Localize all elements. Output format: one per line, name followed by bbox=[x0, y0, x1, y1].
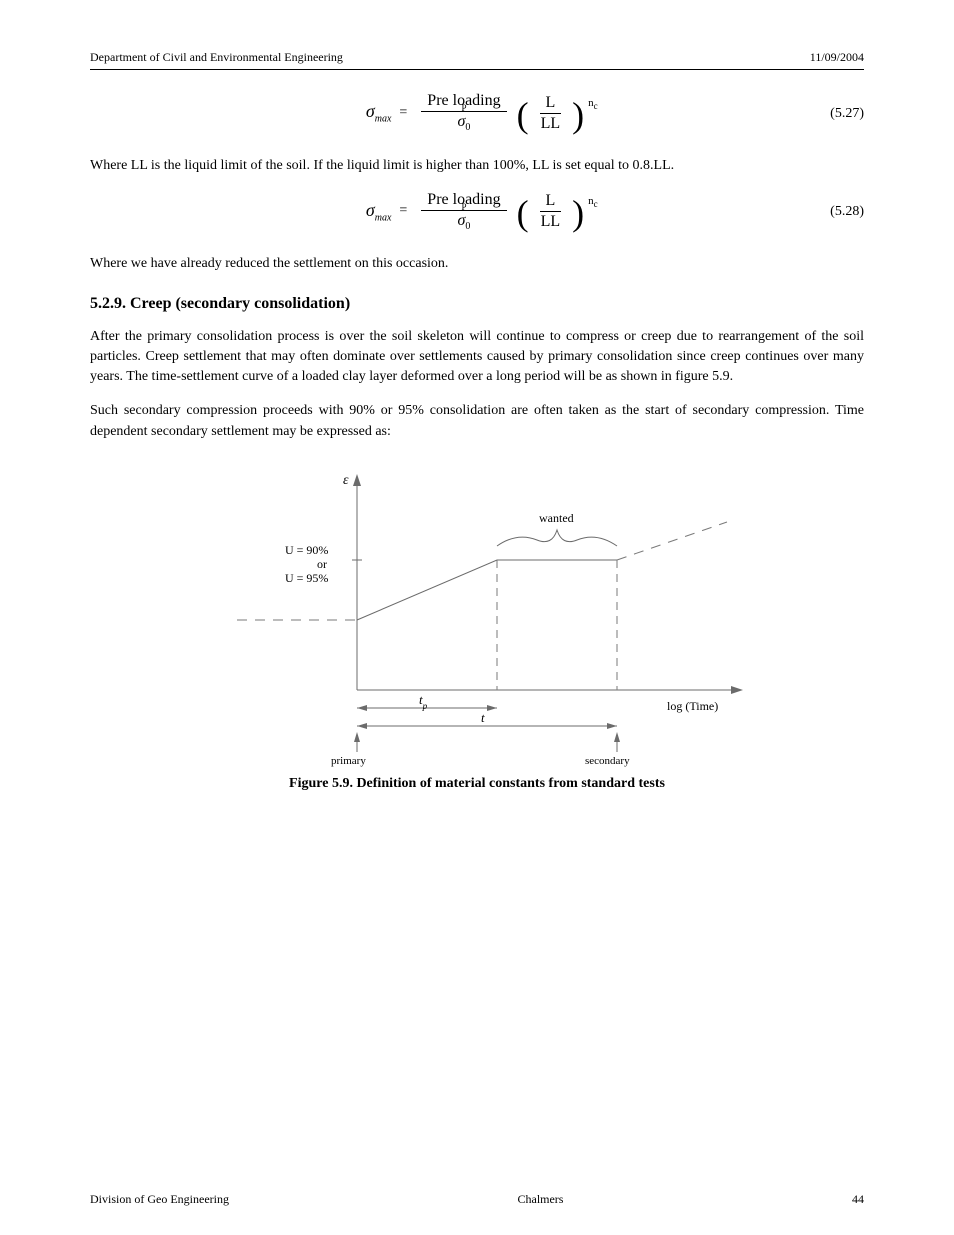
equation-5-27: σmax = Pre loading P σ0 ( L LL ) bbox=[90, 92, 864, 142]
note-right-2: starts bbox=[601, 767, 624, 770]
eq-tag-5-28: (5.28) bbox=[830, 204, 864, 220]
footer-left: Division of Geo Engineering bbox=[90, 1192, 229, 1207]
section-heading: 5.2.9. Creep (secondary consolidation) bbox=[90, 295, 864, 313]
page-footer: Division of Geo Engineering Chalmers 44 bbox=[90, 1192, 864, 1207]
note-right-1: secondary bbox=[585, 755, 630, 767]
open-paren-2: ( bbox=[517, 192, 529, 234]
sigma-var: σmax bbox=[366, 101, 392, 125]
u-label-1: U = 90% bbox=[285, 543, 328, 557]
figure-caption: Figure 5.9. Definition of material const… bbox=[90, 776, 864, 792]
close-paren-2: ) bbox=[572, 192, 584, 234]
figure-5-9: ε wanted U = 90% or U = 95% log (Time) bbox=[197, 460, 757, 770]
fraction-paren-2: L LL bbox=[535, 192, 567, 231]
fraction-left-2: Pre loading P σ0 bbox=[421, 191, 506, 232]
footer-center: Chalmers bbox=[517, 1192, 563, 1207]
x-axis-label: log (Time) bbox=[667, 699, 718, 713]
section-body-1: After the primary consolidation process … bbox=[90, 327, 864, 388]
equals: = bbox=[399, 105, 407, 121]
header-right: 11/09/2004 bbox=[810, 50, 864, 65]
t-label: t bbox=[481, 710, 485, 725]
page-header: Department of Civil and Environmental En… bbox=[90, 50, 864, 70]
figure-svg: ε wanted U = 90% or U = 95% log (Time) bbox=[197, 460, 757, 770]
paragraph-2: Where we have already reduced the settle… bbox=[90, 254, 864, 274]
fraction-left: Pre loading P σ0 bbox=[421, 92, 506, 133]
header-left: Department of Civil and Environmental En… bbox=[90, 50, 343, 65]
fraction-paren: L LL bbox=[535, 94, 567, 133]
close-paren: ) bbox=[572, 94, 584, 136]
equals-2: = bbox=[399, 203, 407, 219]
y-axis-label: ε bbox=[343, 473, 349, 488]
equation-5-28: σmax = Pre loading P σ0 ( L LL ) bbox=[90, 190, 864, 240]
u-label-2: U = 95% bbox=[285, 571, 328, 585]
open-paren: ( bbox=[517, 94, 529, 136]
eq-tag-5-27: (5.27) bbox=[830, 106, 864, 122]
sigma-var-2: σmax bbox=[366, 200, 392, 224]
footer-right: 44 bbox=[852, 1192, 864, 1207]
section-body-2: Such secondary compression proceeds with… bbox=[90, 401, 864, 442]
u-label-or: or bbox=[317, 557, 327, 571]
curly-label: wanted bbox=[539, 511, 574, 525]
paragraph-1: Where LL is the liquid limit of the soil… bbox=[90, 156, 864, 176]
note-left-2: starts bbox=[339, 767, 362, 770]
note-left-1: primary bbox=[331, 755, 366, 767]
